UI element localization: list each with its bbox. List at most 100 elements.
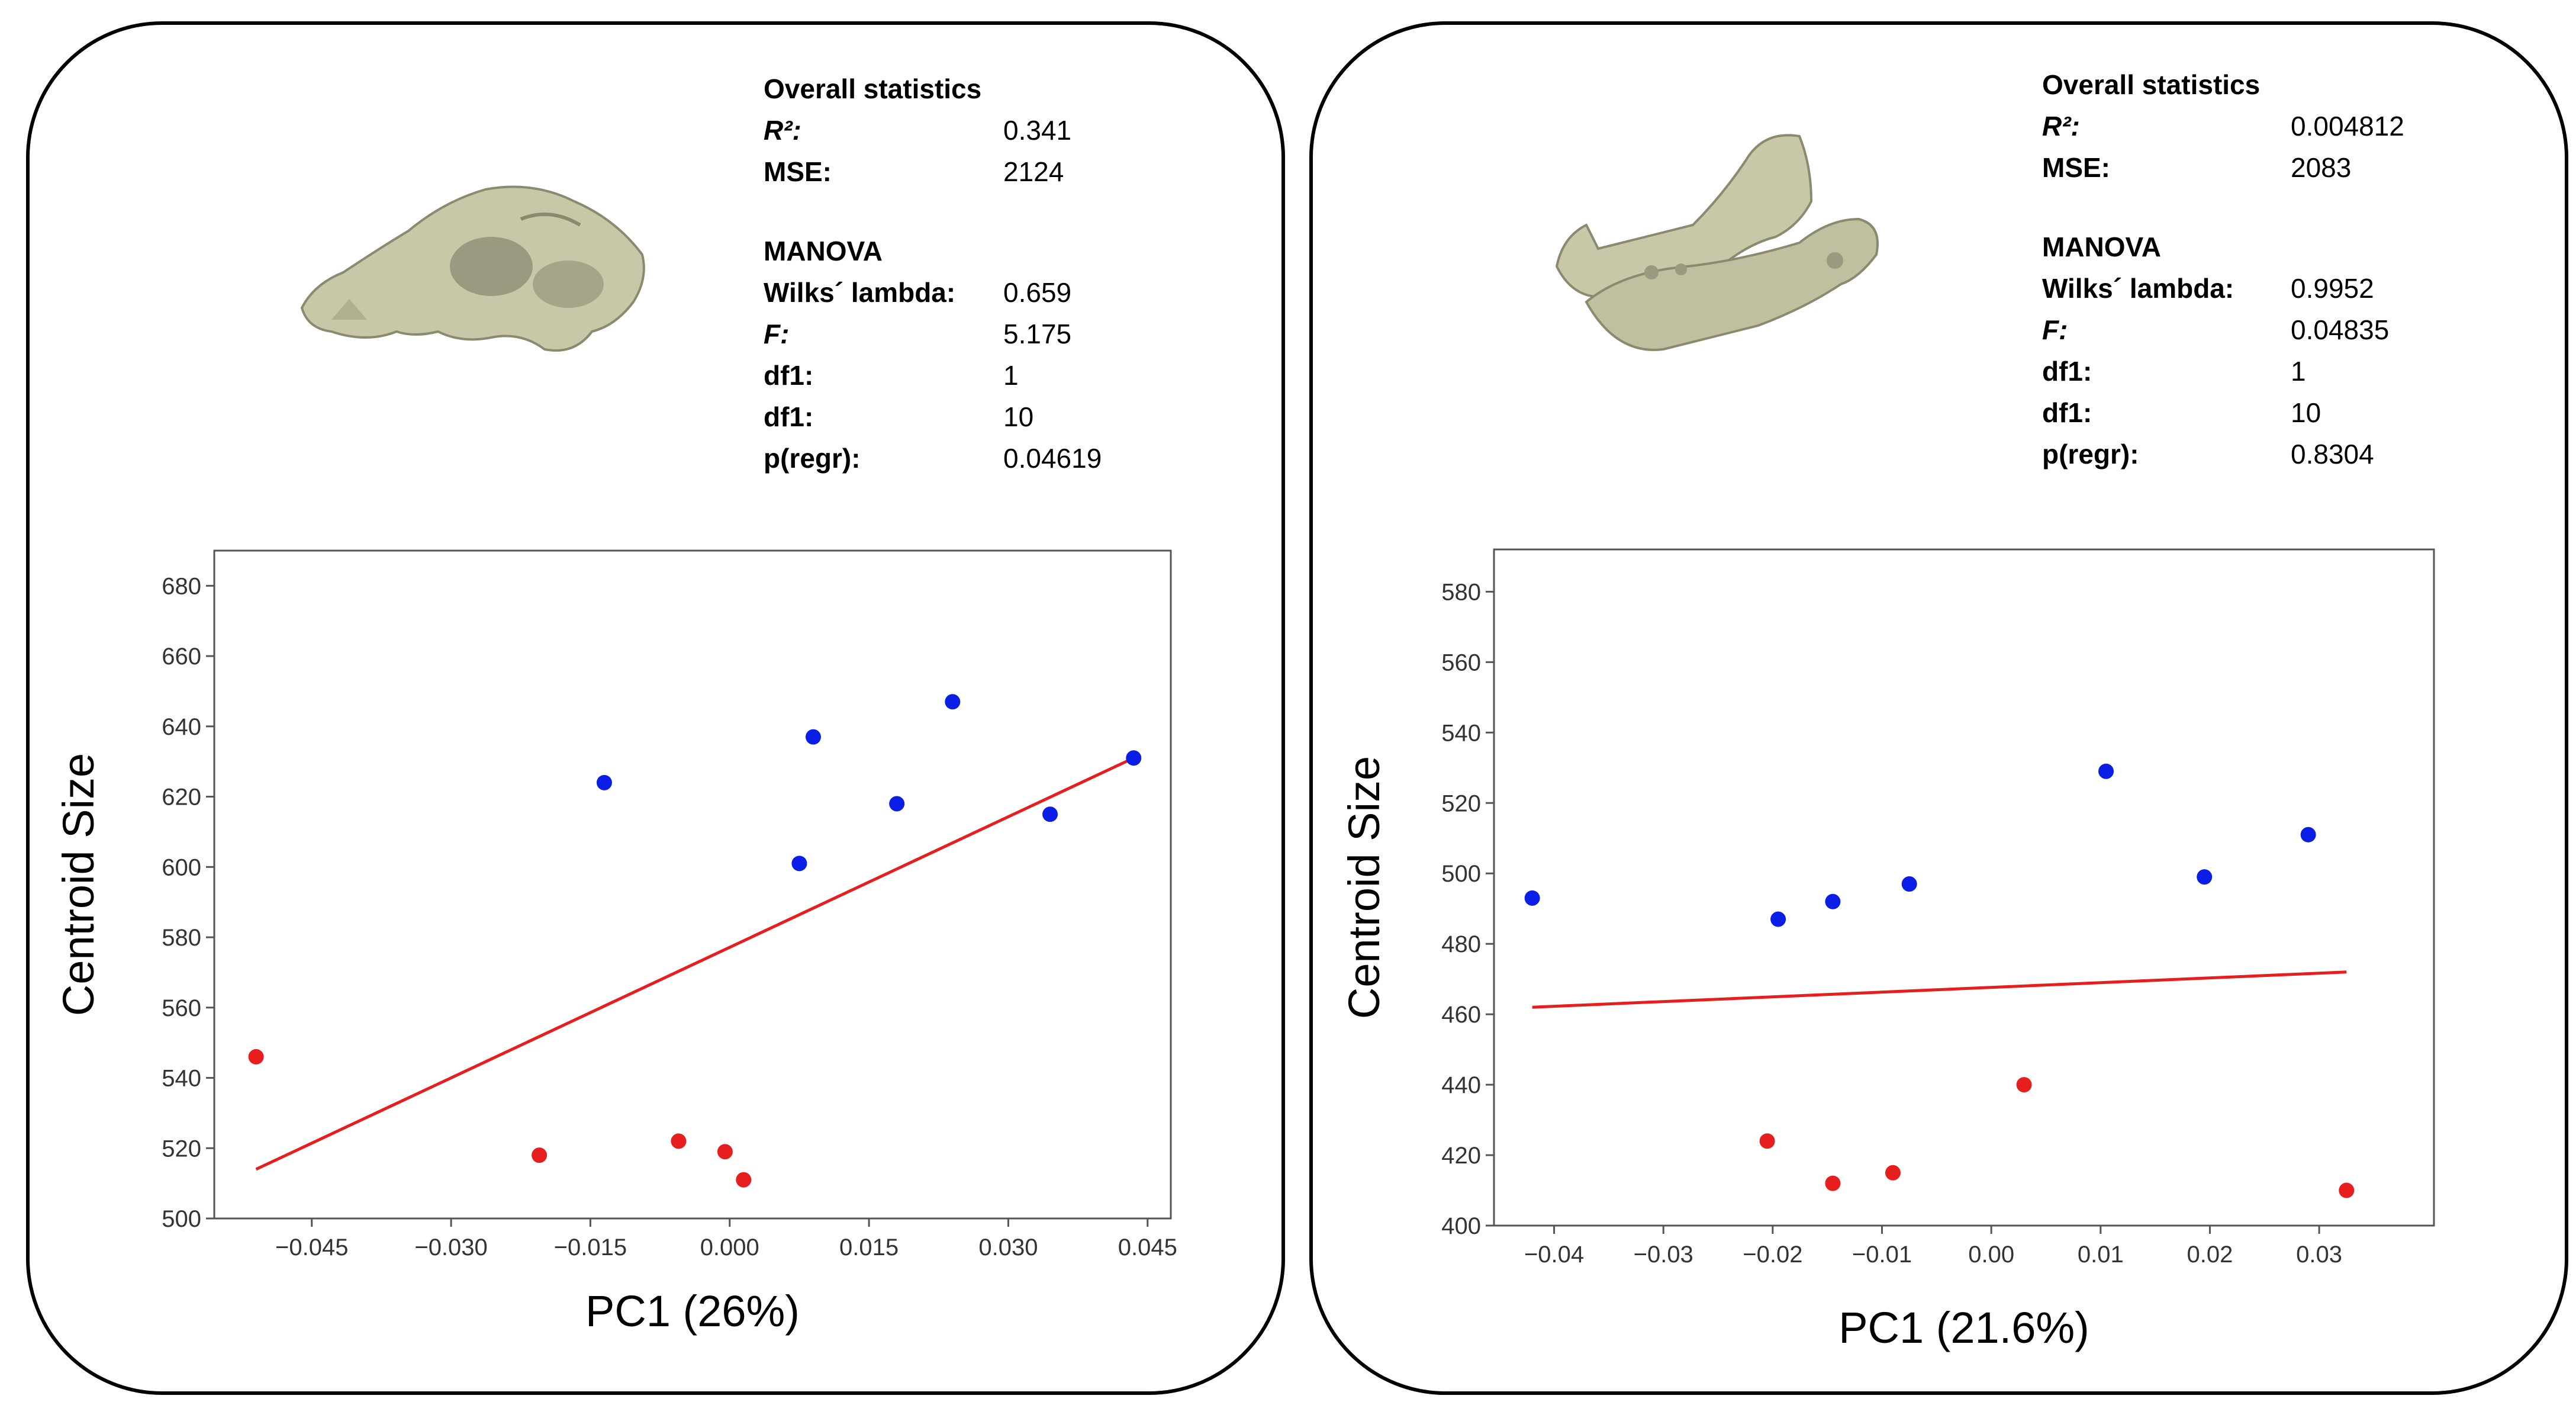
overall-stats-title: Overall statistics	[2042, 69, 2261, 100]
mse-value: 2124	[1003, 156, 1064, 187]
df1-value: 1	[1003, 360, 1019, 391]
data-point-red	[248, 1049, 264, 1065]
data-point-blue	[945, 694, 961, 710]
df2-value: 10	[1003, 401, 1034, 432]
y-tick-label: 460	[1441, 1002, 1481, 1028]
panel-skull	[26, 21, 1285, 1395]
mse-value: 2083	[2291, 152, 2352, 183]
y-tick-label: 540	[1441, 720, 1481, 746]
y-tick-label: 540	[162, 1066, 201, 1092]
manova-title: MANOVA	[764, 236, 883, 266]
p-label: p(regr):	[2042, 439, 2139, 470]
x-tick-label: 0.02	[2187, 1242, 2233, 1268]
r2-label: R²:	[2042, 111, 2080, 142]
stats-block-right: Overall statistics R²: 0.004812 MSE: 2083 …	[2042, 64, 2456, 475]
data-point-red	[736, 1172, 752, 1188]
data-point-red	[717, 1144, 733, 1160]
df2-value: 10	[2291, 397, 2321, 428]
manova-title: MANOVA	[2042, 231, 2162, 262]
wilks-label: Wilks´ lambda:	[764, 277, 956, 308]
f-value: 0.04835	[2291, 314, 2390, 345]
x-tick-label: 0.000	[700, 1234, 759, 1261]
y-tick-label: 500	[162, 1206, 201, 1232]
data-point-red	[1759, 1133, 1775, 1149]
y-tick-label: 580	[1441, 579, 1481, 605]
x-tick-label: −0.015	[554, 1234, 627, 1261]
data-point-blue	[1042, 806, 1058, 822]
data-point-blue	[2098, 763, 2114, 779]
x-tick-label: −0.01	[1852, 1242, 1912, 1268]
x-tick-label: 0.045	[1118, 1234, 1177, 1261]
mse-label: MSE:	[2042, 152, 2110, 183]
y-tick-label: 400	[1441, 1213, 1481, 1239]
y-tick-label: 560	[162, 995, 201, 1021]
data-point-blue	[596, 774, 612, 790]
regression-line	[255, 757, 1135, 1171]
x-tick-label: −0.045	[275, 1234, 348, 1261]
data-point-blue	[1901, 876, 1917, 892]
data-point-red	[2016, 1077, 2032, 1093]
wilks-label: Wilks´ lambda:	[2042, 273, 2234, 304]
r2-label: R²:	[764, 115, 801, 146]
f-label: F:	[2042, 314, 2068, 345]
p-value: 0.04619	[1003, 443, 1102, 474]
data-point-blue	[889, 796, 905, 812]
x-tick-label: −0.02	[1743, 1242, 1802, 1268]
x-tick-label: 0.015	[839, 1234, 899, 1261]
df2-label: df1:	[2042, 397, 2092, 428]
y-tick-label: 640	[162, 714, 201, 740]
y-tick-label: 500	[1441, 861, 1481, 887]
y-tick-label: 440	[1441, 1072, 1481, 1098]
y-tick-label: 600	[162, 854, 201, 880]
panel-mandible	[1309, 21, 2568, 1395]
y-tick-label: 420	[1441, 1143, 1481, 1169]
y-tick-label: 480	[1441, 931, 1481, 957]
data-point-blue	[1770, 911, 1786, 927]
r2-value: 0.004812	[2291, 111, 2404, 142]
y-axis-title: Centroid Size	[54, 753, 103, 1016]
mandible-specimen-image	[1555, 134, 1879, 351]
skull-specimen-image	[300, 185, 645, 352]
x-tick-label: −0.03	[1634, 1242, 1693, 1268]
y-tick-label: 520	[162, 1136, 201, 1162]
data-point-red	[671, 1133, 687, 1149]
regression-line	[1532, 970, 2347, 1009]
x-tick-label: 0.01	[2078, 1242, 2124, 1268]
y-tick-label: 680	[162, 573, 201, 599]
data-point-red	[2339, 1182, 2355, 1198]
f-value: 5.175	[1003, 319, 1072, 349]
data-point-red	[1885, 1165, 1901, 1181]
y-tick-label: 620	[162, 784, 201, 811]
data-point-blue	[1126, 750, 1142, 766]
data-point-blue	[1524, 890, 1540, 906]
p-label: p(regr):	[764, 443, 861, 474]
overall-stats-title: Overall statistics	[764, 73, 982, 104]
wilks-value: 0.9952	[2291, 273, 2374, 304]
df1-value: 1	[2291, 356, 2306, 387]
y-tick-label: 580	[162, 925, 201, 951]
stats-block-left: Overall statistics R²: 0.341 MSE: 2124 MAN…	[764, 68, 1178, 479]
x-tick-label: 0.00	[1968, 1242, 2014, 1268]
df2-label: df1:	[764, 401, 814, 432]
x-tick-label: 0.03	[2296, 1242, 2342, 1268]
y-tick-label: 560	[1441, 649, 1481, 676]
data-point-blue	[805, 729, 821, 745]
f-label: F:	[764, 319, 790, 349]
x-tick-label: −0.030	[414, 1234, 487, 1261]
data-point-red	[1825, 1175, 1841, 1191]
plot-frame	[1493, 548, 2435, 1227]
p-value: 0.8304	[2291, 439, 2374, 470]
df1-label: df1:	[764, 360, 814, 391]
data-point-blue	[2197, 869, 2213, 885]
data-point-blue	[1825, 893, 1841, 909]
plot-frame	[213, 549, 1172, 1220]
x-tick-label: 0.030	[978, 1234, 1038, 1261]
wilks-value: 0.659	[1003, 277, 1072, 308]
df1-label: df1:	[2042, 356, 2092, 387]
mse-label: MSE:	[764, 156, 832, 187]
data-point-blue	[791, 856, 807, 872]
y-axis-title: Centroid Size	[1339, 756, 1389, 1019]
y-tick-label: 520	[1441, 790, 1481, 816]
